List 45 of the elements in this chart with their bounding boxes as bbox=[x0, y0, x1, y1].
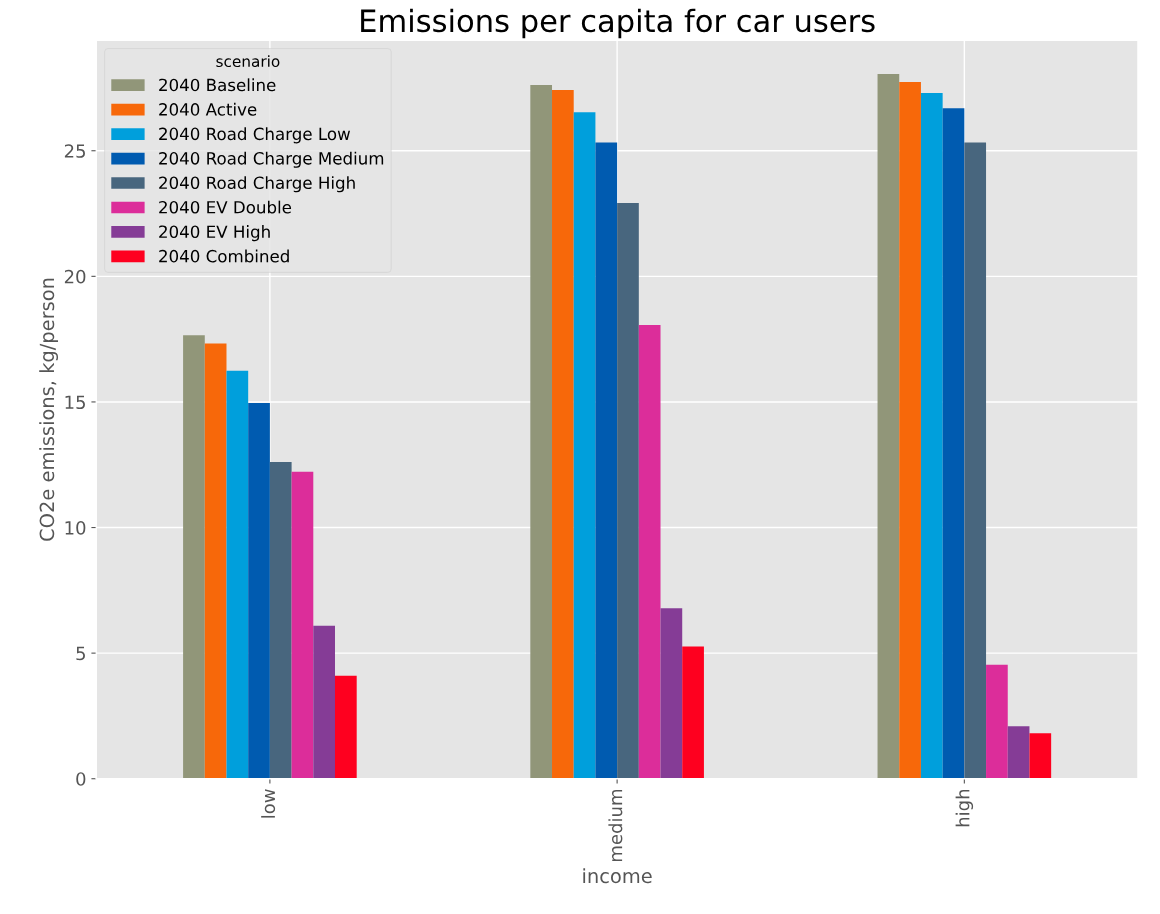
bar bbox=[942, 108, 965, 779]
bar bbox=[964, 142, 987, 779]
bar bbox=[899, 81, 921, 779]
legend-label: 2040 Road Charge Low bbox=[159, 127, 351, 144]
x-tick-label: medium bbox=[608, 789, 623, 862]
bar bbox=[335, 675, 357, 779]
legend-label: 2040 Combined bbox=[159, 249, 289, 263]
legend-title: scenario bbox=[216, 55, 280, 68]
y-tick-label: 20 bbox=[64, 269, 86, 284]
bar bbox=[248, 402, 270, 779]
legend-label: 2040 Baseline bbox=[159, 78, 276, 92]
y-tick-label: 15 bbox=[65, 395, 85, 410]
bar bbox=[877, 73, 900, 779]
y-tick-label: 5 bbox=[76, 646, 85, 661]
bar bbox=[226, 370, 249, 779]
bar bbox=[595, 142, 618, 779]
bar bbox=[183, 335, 205, 779]
legend-label: 2040 EV High bbox=[159, 225, 270, 242]
bar bbox=[204, 343, 227, 779]
bar bbox=[1007, 726, 1030, 779]
y-axis-title: CO2e emissions, kg/person bbox=[39, 278, 59, 541]
x-tick-label: low bbox=[261, 789, 276, 818]
bar bbox=[660, 608, 683, 779]
x-tick-label: high bbox=[955, 789, 974, 827]
bar bbox=[986, 664, 1008, 779]
y-tick-label: 0 bbox=[76, 772, 86, 786]
legend-label: 2040 EV Double bbox=[159, 200, 292, 214]
bar bbox=[291, 471, 314, 779]
bar bbox=[313, 625, 335, 779]
legend-label: 2040 Road Charge Medium bbox=[159, 151, 384, 168]
bar bbox=[682, 646, 704, 779]
bar bbox=[1029, 733, 1052, 779]
bar bbox=[530, 84, 553, 779]
bar bbox=[617, 202, 639, 779]
bar bbox=[638, 325, 661, 779]
bar bbox=[552, 89, 574, 779]
bar bbox=[269, 461, 292, 779]
chart-title: Emissions per capita for car users bbox=[361, 8, 875, 39]
bar bbox=[920, 92, 943, 779]
y-tick-label: 10 bbox=[65, 520, 86, 535]
y-tick-label: 25 bbox=[64, 144, 85, 158]
legend-label: 2040 Active bbox=[159, 102, 257, 116]
x-axis-title: income bbox=[583, 868, 652, 884]
bar bbox=[573, 112, 596, 779]
legend-label: 2040 Road Charge High bbox=[159, 176, 355, 193]
